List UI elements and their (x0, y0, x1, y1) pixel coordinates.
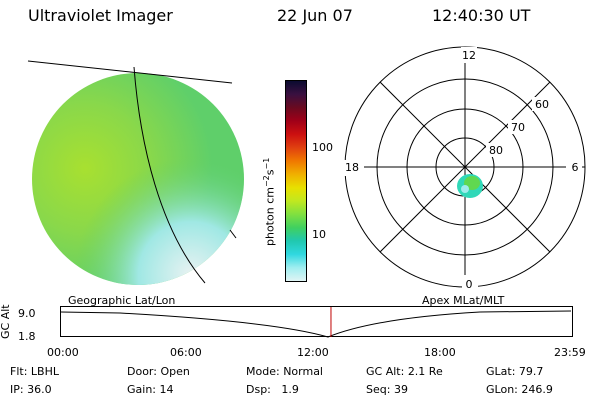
auroral-oval-blob (457, 174, 483, 198)
x-tick-23-59: 23:59 (554, 346, 586, 359)
coastline-mark (229, 229, 237, 239)
color-scale-bar (285, 80, 307, 282)
colorbar-tick-100: 100 (312, 141, 333, 154)
status-seq: Seq: 39 (366, 383, 408, 396)
timeline-right-title: Apex MLat/MLT (422, 294, 505, 307)
uv-image-panel (27, 60, 244, 285)
colorbar-tick-10: 10 (312, 228, 326, 241)
status-gc-alt: GC Alt: 2.1 Re (366, 365, 443, 378)
mlt-label-0: 0 (466, 278, 473, 290)
timeline-frame (60, 306, 573, 337)
x-tick-18-00: 18:00 (424, 346, 456, 359)
y-tick-1-8: 1.8 (18, 330, 36, 343)
geographic-latitude-line (27, 60, 233, 84)
timeline-yaxis-label: GC Alt (0, 304, 12, 339)
lat-label-70: 70 (511, 121, 525, 134)
mlt-label-18: 18 (345, 161, 359, 174)
app-title: Ultraviolet Imager (28, 6, 173, 25)
uv-earth-disk (32, 73, 244, 285)
status-ip: IP: 36.0 (10, 383, 52, 396)
mlt-diagonal-2 (379, 81, 551, 253)
mlt-label-12: 12 (462, 49, 476, 62)
x-tick-06-00: 06:00 (170, 346, 202, 359)
altitude-timeline (60, 306, 573, 338)
status-glon: GLon: 246.9 (486, 383, 553, 396)
date-label: 22 Jun 07 (277, 6, 353, 25)
lat-label-60: 60 (535, 98, 549, 111)
geographic-meridian-line (133, 66, 206, 284)
y-tick-9: 9.0 (18, 307, 36, 320)
x-tick-12-00: 12:00 (297, 346, 329, 359)
lat-label-80: 80 (489, 144, 503, 157)
timeline-left-title: Geographic Lat/Lon (68, 294, 176, 307)
polar-mlt-plot: 12 18 6 0 60 70 80 (342, 46, 586, 290)
status-gain: Gain: 14 (127, 383, 174, 396)
status-door: Door: Open (127, 365, 190, 378)
status-mode: Mode: Normal (246, 365, 323, 378)
mlt-label-6: 6 (572, 161, 579, 174)
status-filter: Flt: LBHL (10, 365, 59, 378)
status-glat: GLat: 79.7 (486, 365, 544, 378)
time-label: 12:40:30 UT (432, 6, 531, 25)
x-tick-00-00: 00:00 (47, 346, 79, 359)
status-dsp: Dsp: 1.9 (246, 383, 299, 396)
colorbar-unit-label: photon cm−2s−1 (262, 157, 277, 246)
altitude-curve (60, 310, 572, 338)
